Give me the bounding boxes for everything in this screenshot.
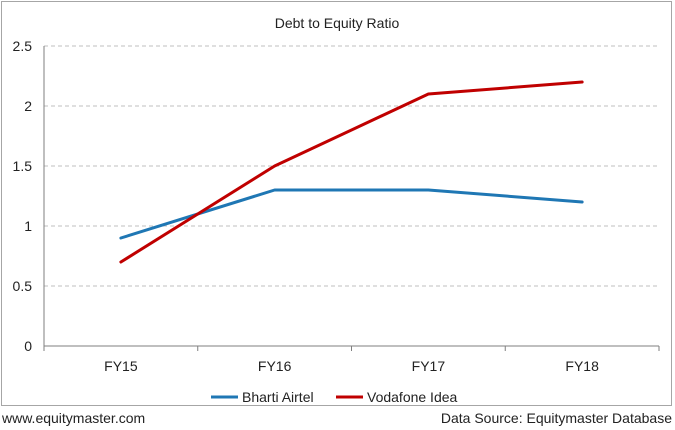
y-tick-label: 1 <box>24 218 32 234</box>
x-tick-label: FY15 <box>104 358 138 374</box>
y-tick-label: 2.5 <box>13 38 33 54</box>
series-layer <box>119 80 584 264</box>
series-line-2 <box>119 80 584 264</box>
chart-frame <box>1 1 672 406</box>
data-source-footer: Data Source: Equitymaster Database <box>440 410 672 426</box>
y-tick-label: 2 <box>24 98 32 114</box>
series-line-1 <box>119 188 584 240</box>
line-chart: Debt to Equity Ratio 0 0.5 1 1.5 2 2.5 FY15 FY1… <box>13 15 660 405</box>
grid-layer <box>44 45 659 287</box>
x-tick-label: FY18 <box>565 358 599 374</box>
chart-title: Debt to Equity Ratio <box>275 15 400 31</box>
x-tick-label: FY17 <box>412 358 446 374</box>
y-tick-label: 0.5 <box>13 278 33 294</box>
legend-label: Vodafone Idea <box>367 389 458 405</box>
legend: Bharti Airtel Vodafone Idea <box>211 389 458 405</box>
x-tick-label: FY16 <box>258 358 292 374</box>
website-footer: www.equitymaster.com <box>2 410 146 426</box>
y-tick-label: 1.5 <box>13 158 33 174</box>
axis-layer: 0 0.5 1 1.5 2 2.5 FY15 FY16 FY17 FY18 <box>13 38 660 374</box>
legend-label: Bharti Airtel <box>242 389 314 405</box>
y-tick-label: 0 <box>24 338 32 354</box>
